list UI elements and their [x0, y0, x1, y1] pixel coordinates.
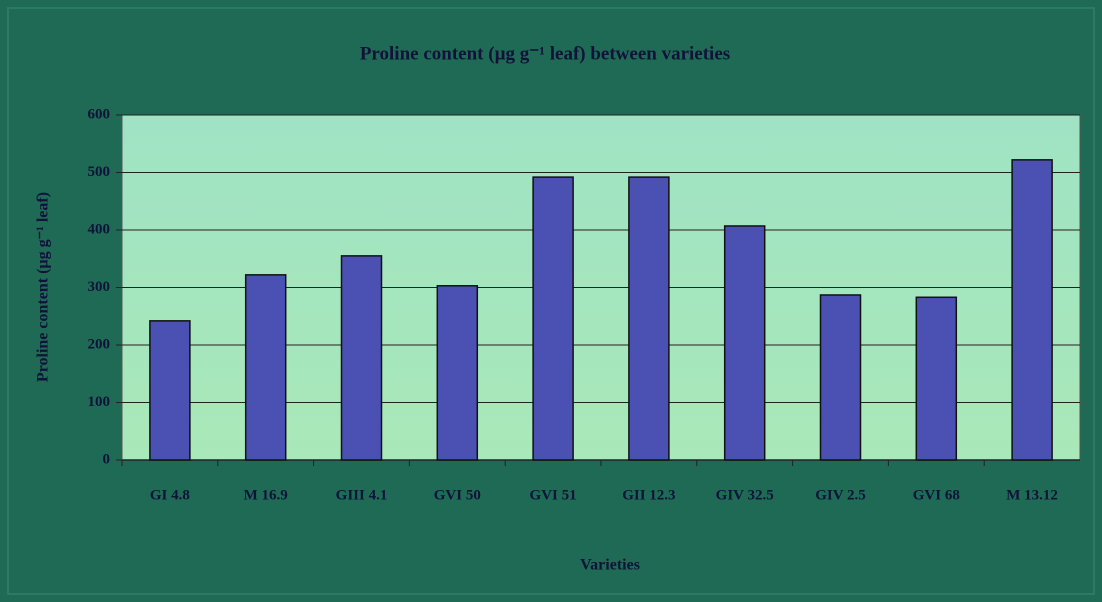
x-tick-label: GIV 32.5: [716, 487, 774, 503]
bar: [244, 274, 287, 461]
y-tick-label: 400: [88, 221, 111, 237]
x-tick-label: GIV 2.5: [815, 487, 866, 503]
bar: [723, 225, 766, 461]
x-tick-label: M 13.12: [1006, 487, 1058, 503]
bar: [436, 285, 479, 461]
bar: [532, 176, 574, 461]
y-tick-label: 600: [88, 106, 111, 122]
x-tick-label: GVI 51: [530, 487, 577, 503]
chart-title: Proline content (µg g⁻¹ leaf) between va…: [360, 43, 730, 64]
bar: [340, 255, 383, 461]
y-tick-label: 500: [88, 164, 111, 180]
y-tick-label: 200: [88, 336, 111, 352]
x-tick-label: GI 4.8: [150, 487, 190, 503]
bar: [819, 294, 862, 461]
bar: [149, 320, 191, 461]
y-tick-label: 300: [88, 279, 111, 295]
x-tick-label: GVI 50: [434, 487, 481, 503]
x-tick-label: GIII 4.1: [336, 487, 388, 503]
x-axis-label: Varieties: [580, 557, 640, 574]
bar: [1011, 159, 1053, 461]
y-axis-label: Proline content (µg g⁻¹ leaf): [35, 192, 52, 382]
bar: [915, 296, 958, 461]
y-tick-label: 100: [88, 394, 111, 410]
bar: [628, 176, 670, 461]
x-tick-label: GII 12.3: [622, 487, 675, 503]
y-tick-label: 0: [103, 451, 111, 467]
x-tick-label: GVI 68: [913, 487, 960, 503]
x-tick-label: M 16.9: [244, 487, 288, 503]
